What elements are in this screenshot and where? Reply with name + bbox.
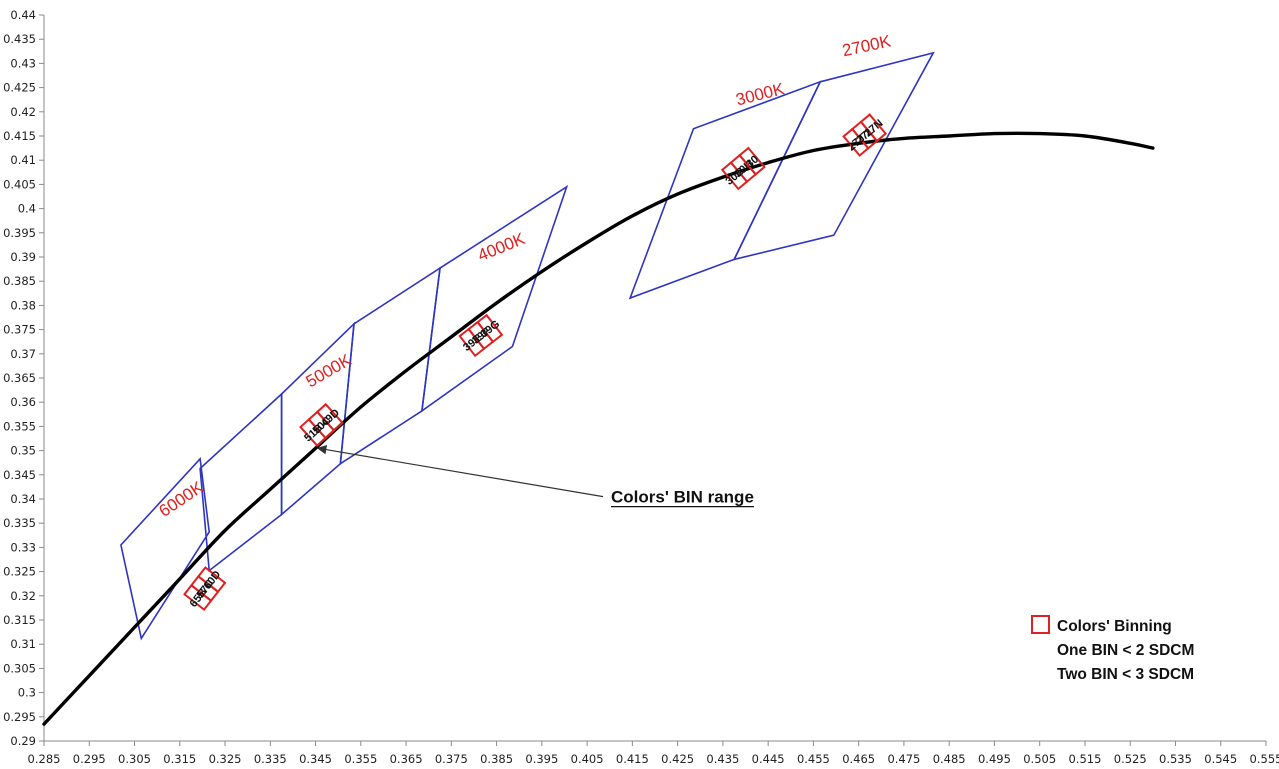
y-tick-label: 0.385	[3, 274, 36, 288]
color-temperature-quadrangles	[120, 51, 935, 641]
y-tick-label: 0.345	[3, 468, 36, 482]
bin-box	[315, 402, 344, 432]
y-tick-label: 0.295	[3, 710, 36, 724]
y-tick-label: 0.315	[3, 613, 36, 627]
x-tick-label: 0.485	[933, 752, 966, 766]
legend-swatch	[1031, 615, 1050, 634]
locus-curve	[42, 131, 1155, 726]
y-tick-label: 0.395	[3, 226, 36, 240]
y-tick-label: 0.335	[3, 516, 36, 530]
bin-box	[738, 146, 766, 176]
legend: Colors' Binning One BIN < 2 SDCM Two BIN…	[1031, 615, 1194, 683]
annotation-arrow	[316, 444, 604, 498]
y-tick-label: 0.29	[10, 734, 36, 748]
x-tick-label: 0.295	[73, 752, 106, 766]
x-tick-label: 0.325	[209, 752, 242, 766]
cct-label: 6000K	[156, 477, 208, 521]
y-tick-label: 0.3	[18, 686, 36, 700]
x-tick-label: 0.385	[480, 752, 513, 766]
y-tick-label: 0.415	[3, 129, 36, 143]
y-tick-label: 0.355	[3, 419, 36, 433]
x-tick-label: 0.365	[390, 752, 423, 766]
x-tick-label: 0.335	[254, 752, 287, 766]
y-tick-label: 0.34	[10, 492, 36, 506]
x-tick-label: 0.425	[661, 752, 694, 766]
legend-line-1: One BIN < 2 SDCM	[1057, 642, 1194, 659]
x-tick-label: 0.435	[706, 752, 739, 766]
y-tick-label: 0.32	[10, 589, 36, 603]
x-tick-label: 0.375	[435, 752, 468, 766]
y-tick-label: 0.36	[10, 395, 36, 409]
x-tick-label: 0.285	[28, 752, 61, 766]
quad-2700K	[732, 51, 935, 261]
quad-3000K	[628, 80, 822, 300]
cct-label: 3000K	[734, 79, 787, 109]
y-tick-label: 0.37	[10, 347, 36, 361]
x-tick-label: 0.415	[616, 752, 649, 766]
y-tick-label: 0.31	[10, 637, 36, 651]
y-tick-label: 0.43	[10, 56, 36, 70]
x-tick-label: 0.455	[797, 752, 830, 766]
y-tick-label: 0.305	[3, 661, 36, 675]
cct-label: 4000K	[475, 229, 528, 265]
y-tick-label: 0.375	[3, 323, 36, 337]
x-tick-label: 0.345	[299, 752, 332, 766]
quad-6000K-left	[120, 456, 211, 641]
x-tick-label: 0.395	[525, 752, 558, 766]
quad-5000K-right	[339, 266, 442, 466]
y-tick-label: 0.365	[3, 371, 36, 385]
x-tick-label: 0.465	[842, 752, 875, 766]
axes: 0.29 0.295 0.3 0.305 0.31 0.315 0.32 0.325 0.33 0…	[3, 8, 1279, 766]
y-tick-label: 0.42	[10, 105, 36, 119]
y-tick-label: 0.405	[3, 177, 36, 191]
y-tick-label: 0.4	[18, 202, 36, 216]
y-tick-label: 0.39	[10, 250, 36, 264]
x-tick-label: 0.525	[1114, 752, 1147, 766]
x-tick-label: 0.355	[344, 752, 377, 766]
color-bins: 65B57C60D51B50C49D39E39F39G30G30H3027J27…	[183, 113, 888, 611]
y-tick-label: 0.33	[10, 540, 36, 554]
bin-box	[859, 113, 888, 143]
bin-range-annotation: Colors' BIN range	[316, 444, 754, 508]
bin-box	[197, 566, 227, 594]
bin-box	[476, 313, 504, 344]
x-tick-label: 0.495	[978, 752, 1011, 766]
x-tick-label: 0.445	[752, 752, 785, 766]
y-tick-label: 0.44	[10, 8, 36, 22]
y-tick-label: 0.35	[10, 444, 36, 458]
x-tick-label: 0.505	[1023, 752, 1056, 766]
x-tick-label: 0.515	[1068, 752, 1101, 766]
planckian-locus	[42, 131, 1155, 726]
annotation-text: Colors' BIN range	[611, 488, 754, 507]
x-tick-label: 0.405	[571, 752, 604, 766]
y-tick-label: 0.38	[10, 298, 36, 312]
cct-label: 2700K	[841, 31, 894, 60]
x-tick-label: 0.305	[118, 752, 151, 766]
x-tick-label: 0.475	[887, 752, 920, 766]
x-tick-label: 0.315	[163, 752, 196, 766]
legend-title: Colors' Binning	[1057, 618, 1172, 635]
y-tick-label: 0.435	[3, 32, 36, 46]
x-tick-label: 0.545	[1204, 752, 1237, 766]
y-tick-label: 0.41	[10, 153, 36, 167]
y-tick-label: 0.425	[3, 81, 36, 95]
quad-4000K	[420, 184, 569, 413]
x-tick-label: 0.555	[1250, 752, 1279, 766]
legend-line-2: Two BIN < 3 SDCM	[1057, 666, 1194, 683]
x-tick-label: 0.535	[1159, 752, 1192, 766]
y-tick-label: 0.325	[3, 565, 36, 579]
